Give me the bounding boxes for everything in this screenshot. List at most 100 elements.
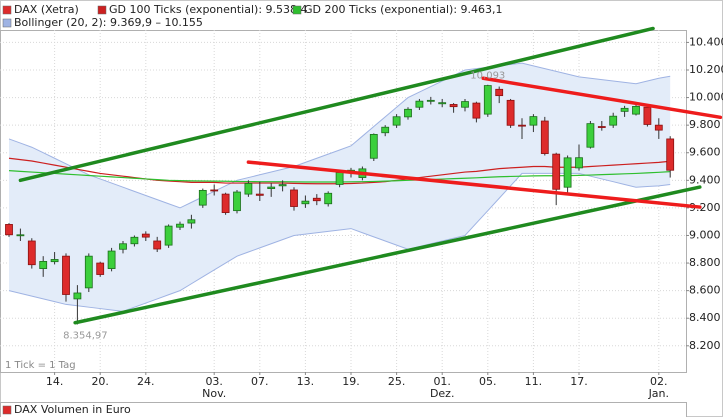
y-tick-label: 8.600: [689, 284, 721, 297]
candle-body: [130, 236, 139, 245]
candle-body: [176, 223, 184, 228]
y-tick-label: 8.400: [689, 311, 721, 324]
candle-body: [164, 225, 173, 246]
trend-line: [481, 76, 723, 120]
candle-body: [472, 102, 481, 119]
legend-label: GD 100 Ticks (exponential): 9.538,4: [109, 3, 308, 16]
y-tick-label: 10.000: [689, 91, 723, 104]
x-tick-label: 20.: [91, 375, 109, 388]
candle-body: [449, 104, 458, 108]
y-tick-label: 10.200: [689, 63, 723, 76]
x-tick-label: 05.: [479, 375, 497, 388]
x-tick-label: 01.: [433, 375, 451, 388]
legend-swatch: [2, 405, 12, 415]
legend-swatch: [2, 5, 12, 15]
x-month-label: Dez.: [430, 387, 455, 400]
candle-body: [643, 106, 652, 125]
candle-body: [586, 123, 595, 148]
x-tick-label: 11.: [525, 375, 543, 388]
candle-body: [187, 219, 196, 224]
x-tick-label: 14.: [46, 375, 64, 388]
x-month-label: Jan.: [648, 387, 669, 400]
x-tick-label: 25.: [388, 375, 406, 388]
candle-body: [141, 233, 150, 238]
x-tick-label: 17.: [570, 375, 588, 388]
candle-body: [290, 189, 298, 207]
trend-line: [246, 160, 702, 209]
legend-swatch: [2, 18, 12, 28]
candle-body: [563, 157, 572, 188]
candle-body: [50, 259, 59, 263]
candle-body: [39, 261, 48, 269]
bollinger-upper: [8, 62, 671, 209]
volume-panel: [0, 402, 687, 417]
legend-label: Bollinger (20, 2): 9.369,9 – 10.155: [14, 16, 203, 29]
y-tick-label: 10.400: [689, 35, 723, 48]
legend-swatch: [97, 5, 107, 15]
y-tick-label: 9.000: [689, 228, 721, 241]
candle-body: [540, 120, 549, 154]
candle-body: [609, 115, 618, 126]
trend-line: [18, 26, 655, 183]
candle-body: [518, 124, 526, 127]
candle-body: [483, 85, 492, 115]
annotation: 8.354,97: [63, 330, 108, 341]
candle-body: [27, 240, 36, 266]
y-tick-label: 8.800: [689, 256, 721, 269]
candle-body: [666, 138, 675, 171]
legend-label: GD 200 Ticks (exponential): 9.463,1: [304, 3, 503, 16]
y-tick-label: 9.800: [689, 118, 721, 131]
candle-body: [267, 186, 276, 189]
candle-body: [221, 193, 230, 213]
candle-body: [552, 153, 561, 190]
candle-body: [654, 124, 663, 131]
note: 1 Tick = 1 Tag: [5, 360, 76, 371]
candle-body: [16, 234, 25, 237]
x-tick-label: 24.: [137, 375, 155, 388]
candle-body: [73, 292, 82, 300]
trend-line: [73, 185, 702, 325]
candle-body: [5, 224, 13, 236]
x-month-label: Nov.: [202, 387, 226, 400]
candle-body: [153, 240, 162, 250]
candle-body: [335, 172, 344, 185]
candle-body: [312, 197, 321, 202]
candle-body: [255, 193, 264, 196]
candle-body: [107, 250, 116, 269]
candle-body: [96, 262, 105, 275]
y-tick-label: 9.600: [689, 146, 721, 159]
candle-body: [632, 105, 640, 115]
candle-body: [529, 116, 538, 126]
x-tick-label: 02.: [650, 375, 668, 388]
candle-body: [301, 200, 310, 205]
candle-body: [324, 192, 333, 205]
candle-body: [426, 99, 435, 102]
candle-body: [198, 189, 207, 206]
annotation: 10.093: [470, 71, 505, 82]
candle-body: [278, 184, 287, 187]
candle-body: [495, 88, 504, 97]
y-tick-label: 9.400: [689, 173, 721, 186]
candle-body: [119, 243, 127, 250]
x-tick-label: 07.: [251, 375, 269, 388]
legend-swatch: [292, 5, 302, 15]
candle-body: [381, 126, 390, 134]
x-tick-label: 13.: [297, 375, 315, 388]
legend-label: DAX (Xetra): [14, 3, 79, 16]
candle-body: [210, 189, 219, 192]
candle-body: [404, 108, 412, 118]
candle-body: [597, 126, 606, 128]
candle-body: [244, 183, 253, 195]
candle-body: [84, 255, 93, 289]
candle-body: [369, 133, 378, 159]
candle-body: [575, 157, 583, 169]
candle-body: [62, 255, 70, 295]
candle-body: [415, 100, 424, 108]
candle-body: [461, 101, 469, 108]
candle-body: [438, 102, 447, 105]
candle-body: [620, 107, 629, 112]
candle-body: [392, 116, 401, 126]
legend-label: DAX Volumen in Euro: [14, 403, 131, 416]
candle-body: [233, 191, 241, 212]
